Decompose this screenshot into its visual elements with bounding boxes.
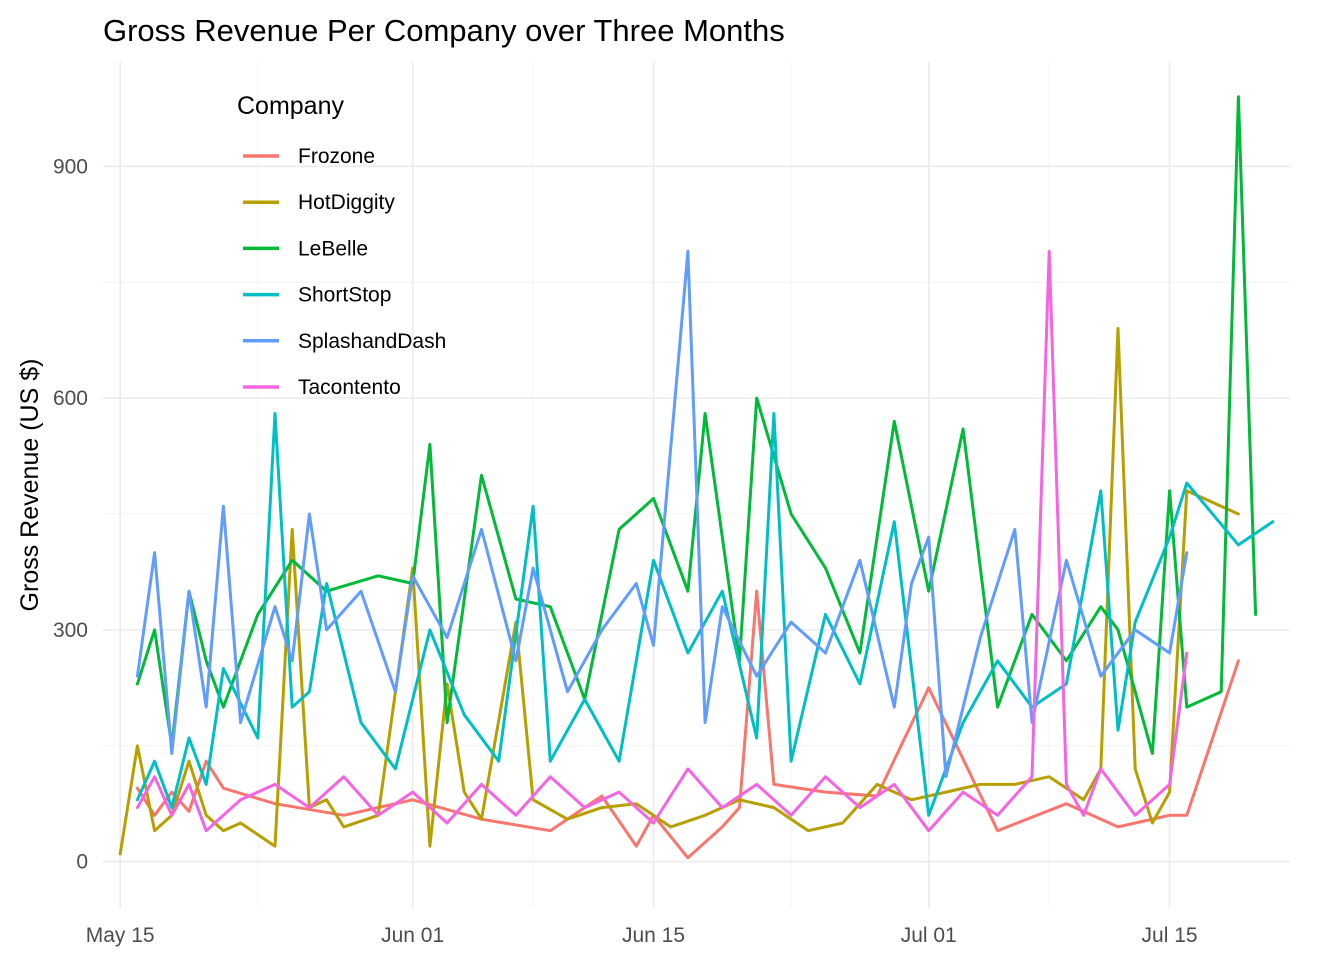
legend-item-hotdiggity: HotDiggity (243, 191, 395, 214)
y-tick-label: 600 (53, 387, 88, 410)
legend: Company Frozone HotDiggity LeBelle ShortSto… (237, 92, 446, 399)
legend-item-frozone: Frozone (243, 145, 375, 168)
legend-items: Frozone HotDiggity LeBelle ShortStop Splasha… (243, 145, 446, 399)
x-tick-label: Jun 15 (622, 924, 685, 947)
legend-label: LeBelle (298, 237, 368, 260)
series-line-tacontento (135, 249, 1189, 833)
series-line-frozone (135, 589, 1240, 860)
y-tick-label: 300 (53, 619, 88, 642)
legend-label: Frozone (298, 145, 375, 168)
x-tick-label: Jun 01 (381, 924, 444, 947)
grid-lines (103, 62, 1290, 908)
legend-label: ShortStop (298, 284, 391, 307)
chart-title: Gross Revenue Per Company over Three Mon… (103, 13, 785, 48)
x-tick-label: Jul 01 (901, 924, 957, 947)
legend-item-tacontento: Tacontento (243, 376, 401, 399)
legend-title: Company (237, 92, 344, 120)
y-axis-ticks: 0 300 600 900 (53, 155, 88, 873)
x-tick-label: May 15 (86, 924, 155, 947)
legend-item-splashanddash: SplashandDash (243, 330, 446, 353)
series-line-hotdiggity (118, 327, 1240, 856)
y-tick-label: 0 (76, 851, 88, 874)
legend-label: SplashandDash (298, 330, 446, 353)
legend-item-shortstop: ShortStop (243, 284, 391, 307)
legend-item-lebelle: LeBelle (243, 237, 368, 260)
y-tick-label: 900 (53, 155, 88, 178)
legend-label: HotDiggity (298, 191, 395, 214)
legend-label: Tacontento (298, 376, 401, 399)
y-axis-title: Gross Revenue (US $) (16, 359, 44, 612)
x-axis-ticks: May 15 Jun 01 Jun 15 Jul 01 Jul 15 (86, 924, 1198, 947)
series-line-shortstop (135, 412, 1275, 817)
series-line-splashanddash (135, 249, 1189, 779)
plot-series (118, 95, 1275, 860)
x-tick-label: Jul 15 (1142, 924, 1198, 947)
